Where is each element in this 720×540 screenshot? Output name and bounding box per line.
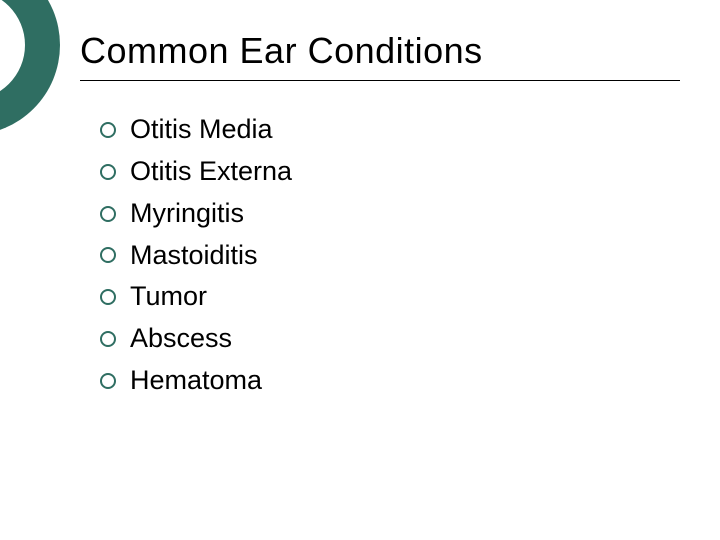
bullet-label: Abscess (130, 318, 232, 360)
slide-title: Common Ear Conditions (80, 30, 680, 72)
bullet-item: Abscess (100, 318, 680, 360)
circle-bullet-icon (100, 373, 116, 389)
circle-bullet-icon (100, 289, 116, 305)
bullet-item: Tumor (100, 276, 680, 318)
bullet-list: Otitis MediaOtitis ExternaMyringitisMast… (100, 109, 680, 402)
bullet-label: Mastoiditis (130, 235, 258, 277)
bullet-label: Otitis Externa (130, 151, 292, 193)
bullet-label: Hematoma (130, 360, 262, 402)
bullet-label: Myringitis (130, 193, 244, 235)
circle-bullet-icon (100, 164, 116, 180)
bullet-item: Mastoiditis (100, 235, 680, 277)
bullet-item: Hematoma (100, 360, 680, 402)
bullet-label: Tumor (130, 276, 207, 318)
circle-bullet-icon (100, 247, 116, 263)
bullet-item: Otitis Externa (100, 151, 680, 193)
circle-bullet-icon (100, 331, 116, 347)
bullet-label: Otitis Media (130, 109, 273, 151)
bullet-item: Myringitis (100, 193, 680, 235)
bullet-item: Otitis Media (100, 109, 680, 151)
title-underline (80, 80, 680, 81)
slide-content: Common Ear Conditions Otitis MediaOtitis… (80, 30, 680, 402)
circle-bullet-icon (100, 206, 116, 222)
circle-bullet-icon (100, 122, 116, 138)
